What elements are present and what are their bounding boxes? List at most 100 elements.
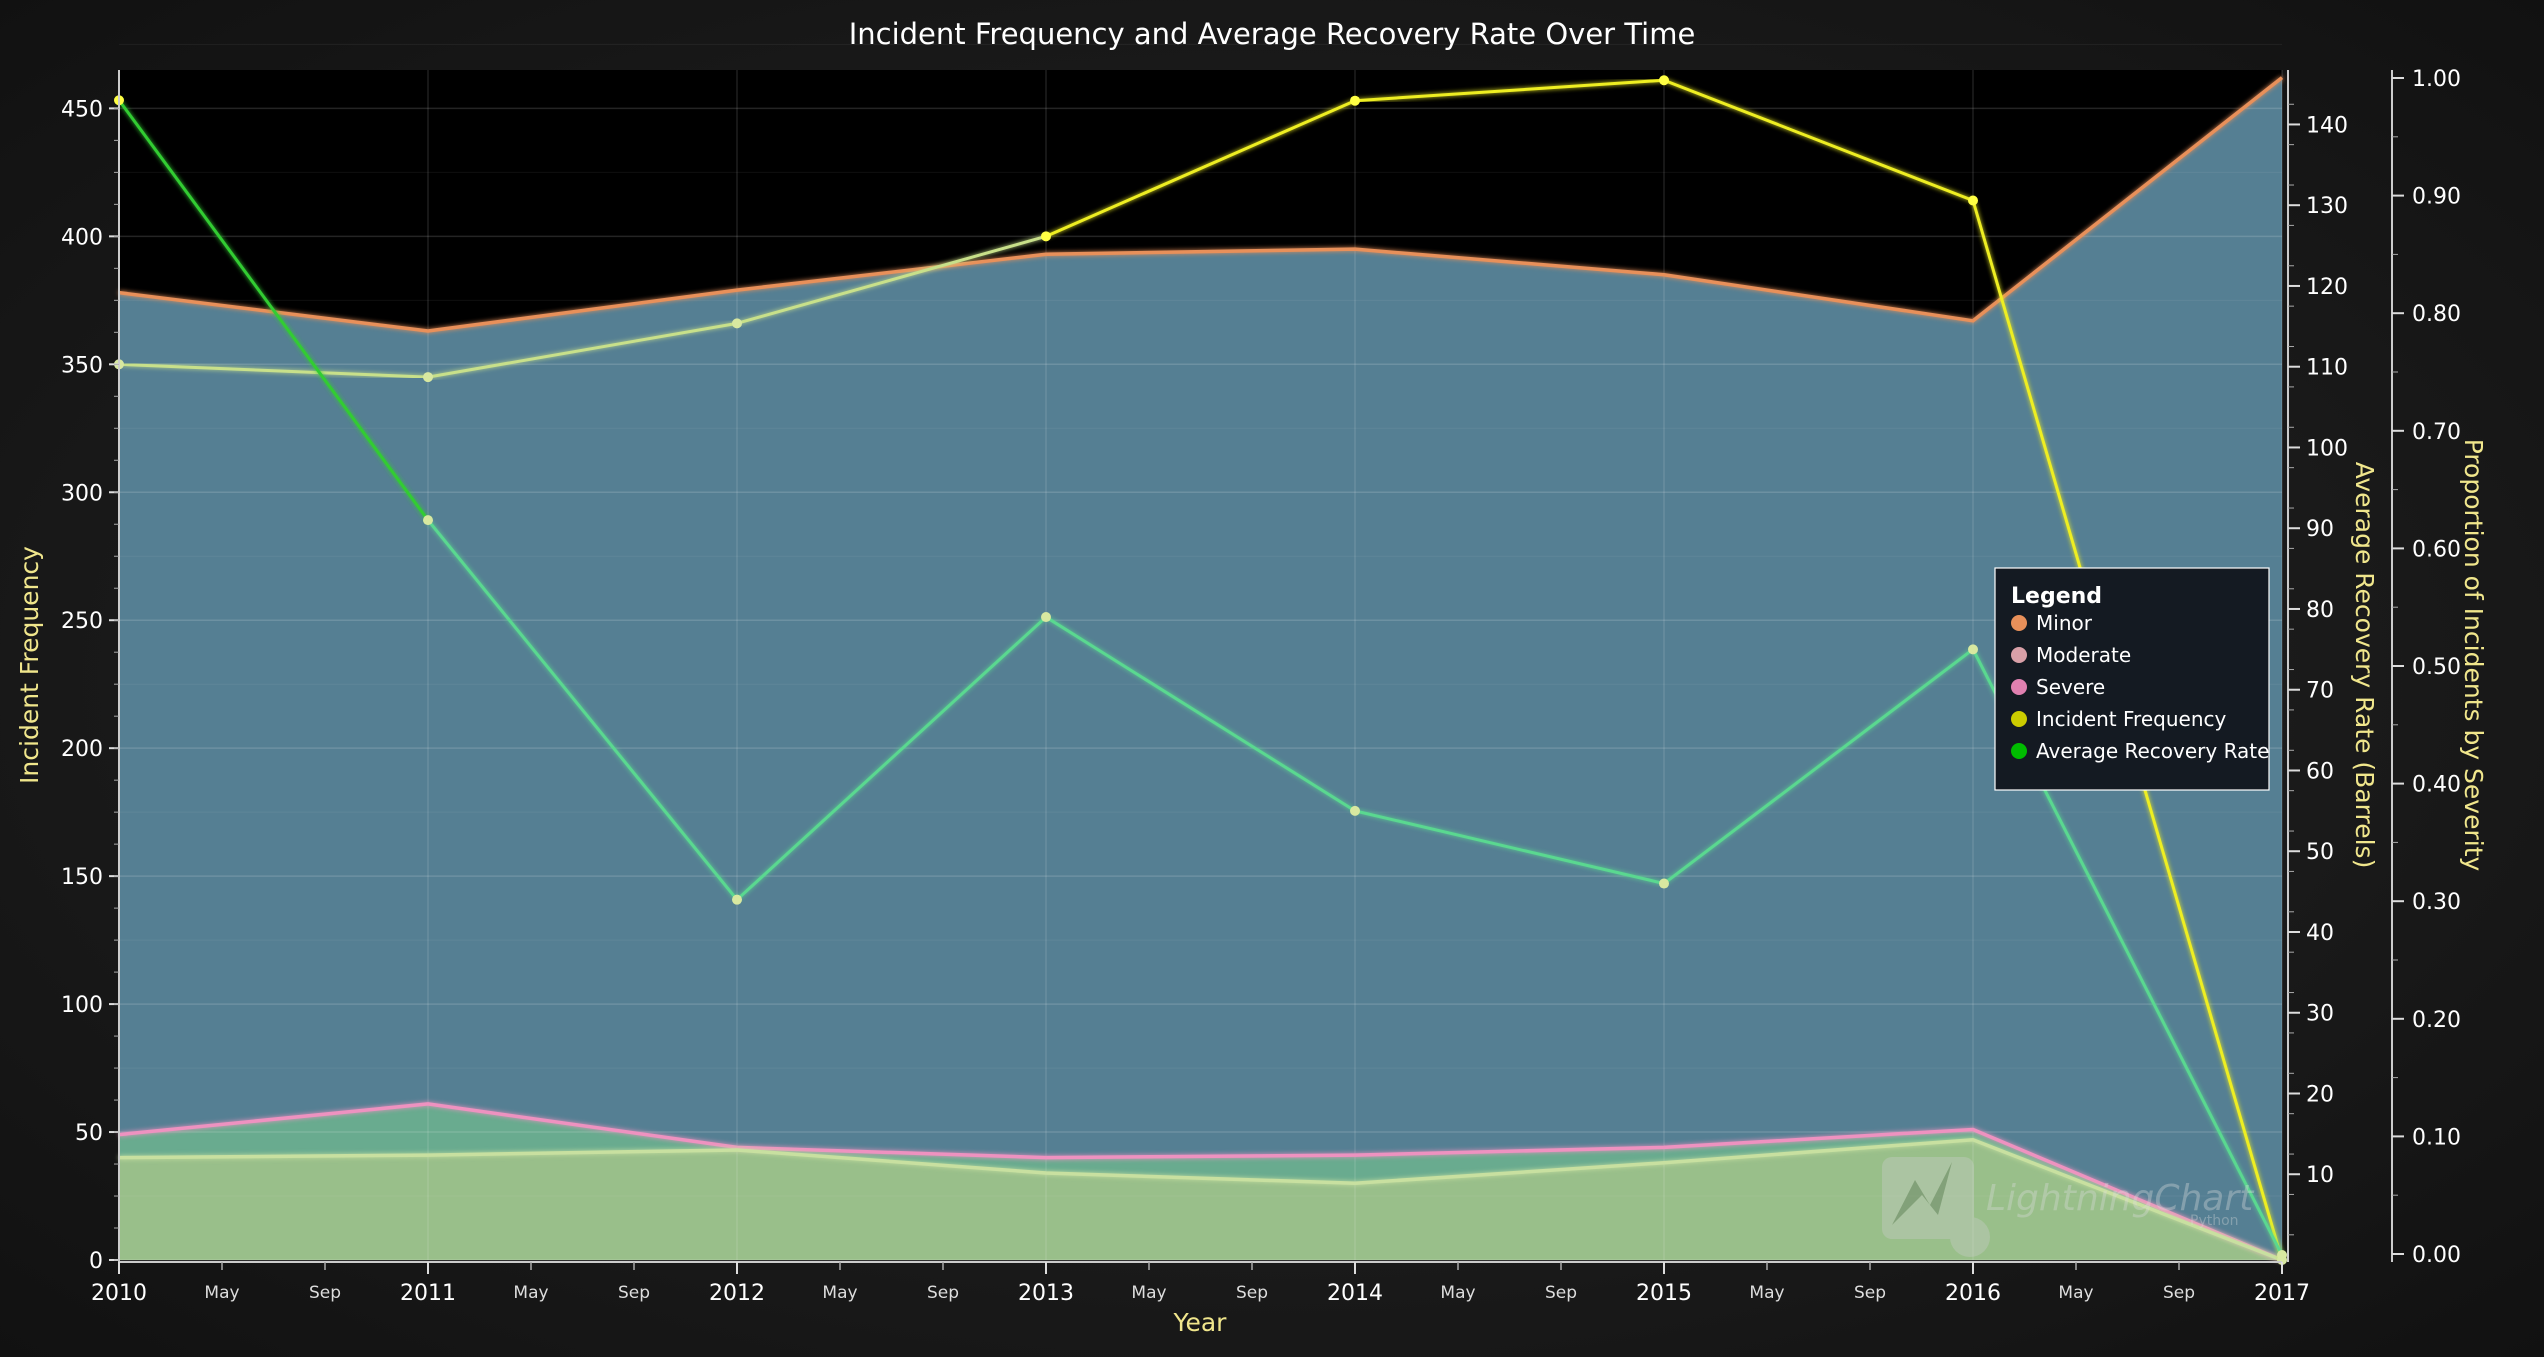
y-recovery-tick-label: 40	[2306, 921, 2334, 946]
y-recovery-tick-label: 130	[2306, 194, 2348, 219]
x-axis-title: Year	[1173, 1308, 1228, 1337]
y-recovery-tick-label: 10	[2306, 1163, 2334, 1188]
y-left-tick-label: 250	[61, 609, 103, 634]
legend-item-label: Incident Frequency	[2036, 707, 2226, 731]
y-axis-left-title: Incident Frequency	[15, 546, 44, 784]
watermark-brand: LightningChart	[1986, 1178, 2255, 1219]
point-incident-frequency	[1968, 195, 1978, 206]
legend-title: Legend	[2011, 584, 2102, 609]
y-left-tick-label: 350	[61, 353, 103, 378]
y-axis-proportion-title: Proportion of Incidents by Severity	[2459, 439, 2488, 872]
y-recovery-tick-label: 60	[2306, 759, 2334, 784]
line-segment-average-recovery-rate	[1354, 809, 1665, 885]
x-minor-tick-label: May	[1440, 1283, 1475, 1303]
point-average-recovery-rate	[1659, 878, 1669, 889]
y-proportion-tick-label: 0.10	[2412, 1125, 2461, 1150]
y-proportion-tick-label: 0.90	[2412, 185, 2461, 210]
legend-box	[1994, 567, 2270, 791]
x-tick-label: 2016	[1945, 1281, 2001, 1306]
x-minor-tick-label: May	[513, 1283, 548, 1303]
legend-marker-severe	[2011, 679, 2027, 695]
x-minor-tick-label: May	[822, 1283, 857, 1303]
watermark: LightningChart Python	[1882, 1157, 2255, 1257]
x-tick-label: 2014	[1327, 1281, 1383, 1306]
point-incident-frequency	[732, 318, 742, 329]
watermark-logo-icon	[1882, 1157, 1974, 1239]
line-segment-average-recovery-rate	[426, 519, 739, 901]
y-recovery-tick-label: 100	[2306, 436, 2348, 461]
y-axis-recovery-title: Average Recovery Rate (Barrels)	[2350, 462, 2379, 869]
y-proportion-tick-label: 0.80	[2412, 302, 2461, 327]
x-tick-label: 2013	[1018, 1281, 1074, 1306]
area-moderate	[119, 1139, 2282, 1260]
watermark-sub: Python	[2190, 1213, 2239, 1229]
x-minor-tick-label: Sep	[1854, 1283, 1886, 1303]
y-recovery-tick-label: 90	[2306, 517, 2334, 542]
y-recovery-tick-label: 80	[2306, 598, 2334, 623]
y-recovery-tick-label: 20	[2306, 1082, 2334, 1107]
point-average-recovery-rate	[1968, 644, 1978, 655]
line-segment-incident-frequency	[1045, 99, 1356, 238]
line-moderate	[118, 1137, 2283, 1262]
point-average-recovery-rate	[1350, 805, 1360, 816]
y-left-tick-label: 50	[75, 1121, 103, 1146]
point-average-recovery-rate	[1041, 612, 1051, 623]
y-left-tick-label: 150	[61, 865, 103, 890]
axes-layer: 0 50 100 150 200 250 300 350 400 450 10 20 30 40 50 60 7…	[61, 67, 2461, 1306]
point-incident-frequency	[1350, 95, 1360, 106]
y-proportion-tick-label: 0.00	[2412, 1243, 2461, 1268]
point-average-recovery-rate	[732, 894, 742, 905]
y-recovery-tick-label: 30	[2306, 1002, 2334, 1027]
y-left-tick-label: 200	[61, 737, 103, 762]
x-minor-tick-label: Sep	[927, 1283, 959, 1303]
x-minor-tick-label: May	[204, 1283, 239, 1303]
x-minor-tick-label: May	[1749, 1283, 1784, 1303]
y-proportion-tick-label: 0.50	[2412, 655, 2461, 680]
x-tick-label: 2015	[1636, 1281, 1692, 1306]
y-recovery-tick-label: 50	[2306, 840, 2334, 865]
x-minor-tick-label: Sep	[1545, 1283, 1577, 1303]
y-left-tick-label: 300	[61, 481, 103, 506]
line-segment-incident-frequency	[1354, 78, 1665, 103]
line-segment-average-recovery-rate	[1045, 615, 1356, 813]
y-proportion-tick-label: 0.20	[2412, 1008, 2461, 1033]
legend-marker-incident-frequency	[2011, 711, 2027, 727]
grid-layer	[118, 43, 2283, 1261]
x-tick-label: 2012	[709, 1281, 765, 1306]
y-proportion-tick-label: 0.30	[2412, 890, 2461, 915]
line-segment-average-recovery-rate	[1663, 648, 1974, 885]
x-minor-tick-label: Sep	[1236, 1283, 1268, 1303]
watermark-python-icon	[1950, 1217, 1990, 1257]
y-left-tick-label: 400	[61, 225, 103, 250]
line-segment-average-recovery-rate	[117, 99, 430, 522]
line-severe	[118, 1102, 2283, 1262]
legend: Legend Minor Moderate Severe Incident Frequ…	[1994, 567, 2270, 791]
y-recovery-tick-label: 140	[2306, 113, 2348, 138]
line-segment-average-recovery-rate	[735, 615, 1048, 901]
point-incident-frequency	[1659, 75, 1669, 86]
y-proportion-tick-label: 0.60	[2412, 537, 2461, 562]
legend-marker-average-recovery-rate	[2011, 743, 2027, 759]
legend-marker-moderate	[2011, 647, 2027, 663]
line-segment-incident-frequency	[118, 362, 429, 379]
y-proportion-tick-label: 0.40	[2412, 773, 2461, 798]
legend-item-label: Severe	[2036, 675, 2105, 699]
point-incident-frequency	[1041, 231, 1051, 242]
line-segment-incident-frequency	[1663, 78, 1974, 202]
y-left-tick-label: 0	[89, 1249, 103, 1274]
x-tick-label: 2011	[400, 1281, 456, 1306]
x-minor-tick-label: May	[2058, 1283, 2093, 1303]
legend-item-label: Moderate	[2036, 643, 2131, 667]
x-minor-tick-label: Sep	[618, 1283, 650, 1303]
legend-item-label: Average Recovery Rate	[2036, 739, 2269, 763]
x-tick-label: 2017	[2254, 1281, 2310, 1306]
y-proportion-tick-label: 1.00	[2412, 67, 2461, 92]
area-minor	[119, 77, 2282, 1261]
y-left-tick-label: 450	[61, 97, 103, 122]
y-recovery-tick-label: 110	[2306, 356, 2348, 381]
y-recovery-tick-label: 120	[2306, 275, 2348, 300]
legend-item-label: Minor	[2036, 611, 2093, 635]
x-minor-tick-label: Sep	[309, 1283, 341, 1303]
x-tick-label: 2010	[91, 1281, 147, 1306]
